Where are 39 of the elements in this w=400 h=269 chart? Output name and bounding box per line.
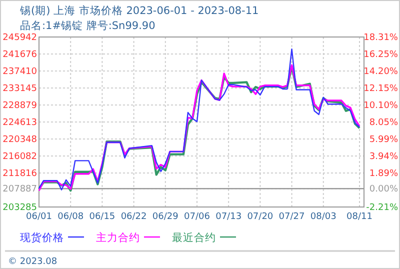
y-tick-label: 224613 [2, 118, 37, 128]
y-tick-label: 228879 [2, 101, 38, 111]
chart-title: 锡(期) 上海 市场价格 2023-06-01 - 2023-08-11 [19, 4, 259, 17]
y-tick-label: 233145 [2, 84, 37, 94]
x-tick-label: 06/01 [26, 212, 52, 222]
y2-tick-label: 0.00% [369, 184, 398, 195]
y-tick-label: 241676 [2, 50, 38, 60]
y2-tick-label: 12.15% [364, 84, 398, 94]
x-tick-label: 07/06 [184, 212, 210, 222]
y2-tick-label: -2.21% [366, 203, 398, 213]
x-tick-label: 08/11 [346, 212, 372, 222]
y2-tick-label: 16.25% [364, 50, 398, 60]
x-tick-label: 07/13 [216, 212, 242, 222]
legend-label: 现货价格 [20, 232, 64, 244]
x-tick-label: 06/15 [89, 212, 116, 222]
chart-subtitle: 品名:1#锡锭 牌号:Sn99.90 [20, 20, 156, 32]
y2-tick-label: 5.99% [369, 135, 398, 146]
y2-tick-label: 14.20% [364, 67, 398, 78]
y2-tick-label: 18.31% [364, 33, 398, 43]
x-tick-label: 07/20 [247, 212, 274, 222]
y2-tick-label: 8.05% [369, 118, 398, 128]
y2-tick-label: 10.10% [364, 101, 398, 112]
y-tick-label: 245942 [2, 33, 37, 43]
y-tick-label: 203285 [2, 203, 37, 213]
x-tick-label: 06/08 [58, 212, 84, 222]
y-tick-label: 207887 [2, 184, 37, 195]
x-tick-label: 08/03 [310, 212, 336, 222]
y2-tick-label: 3.94% [369, 152, 398, 162]
legend-label: 最近合约 [172, 231, 216, 244]
x-tick-label: 07/27 [278, 212, 305, 222]
x-tick-label: 06/29 [152, 212, 179, 222]
text: © 2023.08 [8, 257, 58, 267]
legend-label: 主力合约 [96, 231, 140, 244]
y-tick-label: 220348 [2, 135, 38, 145]
x-tick-label: 06/22 [120, 212, 147, 222]
y2-tick-label: 1.89% [369, 169, 398, 180]
y-tick-label: 216082 [2, 152, 37, 162]
y-tick-label: 237410 [2, 67, 38, 77]
y-tick-label: 211816 [2, 169, 38, 179]
